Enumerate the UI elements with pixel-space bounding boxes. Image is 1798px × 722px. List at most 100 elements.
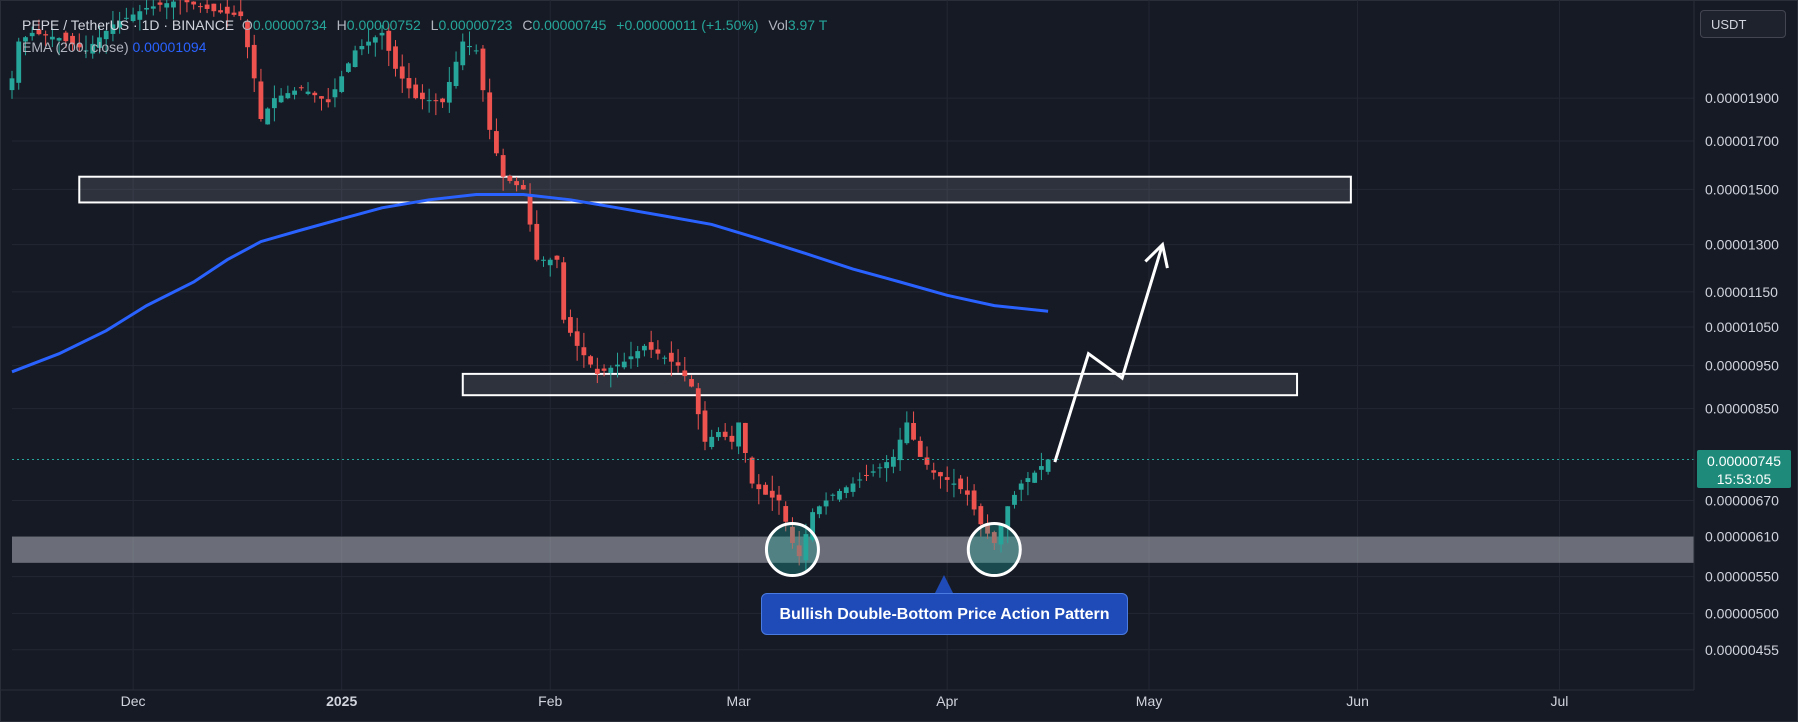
price-tick-label: 0.00000850 (1705, 401, 1779, 417)
candle-body (184, 0, 190, 3)
candle-body (231, 12, 237, 15)
candle-body (843, 487, 849, 493)
candle-body (379, 32, 385, 36)
candle-body (1045, 459, 1051, 472)
candle-body (325, 99, 331, 103)
candle-body (413, 84, 419, 99)
candle-body (1038, 466, 1044, 470)
candle-body (588, 356, 594, 365)
candle-body (372, 37, 378, 43)
zone-box (12, 536, 1694, 563)
currency-button[interactable]: USDT (1700, 10, 1786, 38)
last-price-tag: 0.00000745 15:53:05 (1697, 450, 1791, 488)
candle-body (1005, 506, 1011, 528)
annotation-pointer (935, 575, 953, 593)
candle-body (985, 523, 990, 534)
ema-value: 0.00001094 (132, 39, 207, 55)
candle-body (90, 43, 96, 54)
zone-boxes (12, 175, 1694, 563)
candle-body (144, 7, 149, 10)
price-tick-label: 0.00001700 (1705, 133, 1779, 149)
candle-body (130, 14, 136, 22)
candle-body (709, 436, 715, 447)
candle-body (857, 479, 863, 481)
candle-body (393, 46, 398, 69)
candle-body (9, 78, 15, 91)
candle-body (359, 46, 365, 50)
candle-body (366, 41, 371, 46)
candle-body (171, 1, 176, 8)
candle-body (446, 81, 452, 103)
candle-body (406, 78, 412, 89)
price-tick-label: 0.00001300 (1705, 237, 1779, 253)
candle-body (689, 379, 694, 387)
candle-body (534, 223, 540, 260)
candle-body (292, 90, 297, 95)
candle-body (150, 6, 156, 9)
candle-body (298, 87, 304, 89)
close-value: 0.00000745 (532, 17, 607, 33)
time-tick-label: Apr (936, 693, 958, 709)
candle-body (675, 362, 681, 366)
candle-body (971, 490, 977, 510)
candle-body (123, 17, 129, 19)
candle-body (527, 194, 533, 225)
ema-row[interactable]: EMA (200, close) 0.00001094 (22, 36, 833, 58)
candle-body (810, 512, 816, 540)
candle-body (197, 6, 203, 8)
price-axis: 0.00001900 0.00001700 0.00001500 0.00001300… (1705, 90, 1779, 658)
candle-body (790, 526, 795, 544)
candle-body (278, 95, 284, 103)
candle-body (238, 11, 244, 17)
symbol-label[interactable]: PEPE / TetherUS · 1D · BINANCE (22, 17, 235, 33)
close-label: C (522, 17, 533, 33)
volume-value: 3.97 T (787, 17, 828, 33)
candle-body (870, 471, 876, 473)
candle-body (736, 422, 742, 447)
candle-body (911, 423, 916, 440)
candle-body (191, 1, 197, 5)
candle-body (399, 66, 405, 79)
time-tick-label: Feb (538, 693, 562, 709)
time-tick-label: Jul (1550, 693, 1568, 709)
candle-body (897, 439, 903, 461)
high-label: H (336, 17, 347, 33)
candle-body (157, 2, 163, 5)
candle-body (346, 63, 351, 72)
price-tick-label: 0.00000950 (1705, 358, 1779, 374)
candle-body (63, 32, 69, 42)
candle-body (29, 32, 35, 37)
low-label: L (430, 17, 439, 33)
candle-body (386, 30, 392, 51)
open-label: O (241, 17, 253, 33)
candle-body (453, 61, 459, 87)
candle-body (951, 483, 957, 485)
candle-body (561, 262, 567, 320)
candle-body (467, 45, 472, 48)
projection-path (1053, 244, 1164, 463)
price-tick-label: 0.00000670 (1705, 492, 1779, 508)
candle-body (823, 500, 829, 507)
candle-body (76, 43, 82, 48)
candle-body (339, 76, 345, 92)
candle-body (433, 100, 439, 102)
candle-body (668, 352, 674, 362)
candle-body (884, 462, 890, 469)
candle-body (305, 91, 311, 94)
bottom-markers (764, 522, 1022, 578)
pattern-annotation[interactable]: Bullish Double-Bottom Price Action Patte… (761, 593, 1128, 635)
candle-body (554, 255, 560, 260)
candle-body (621, 361, 627, 368)
candle-body (16, 41, 22, 83)
volume-label: Vol (768, 17, 788, 33)
candle-body (420, 92, 425, 100)
candle-body (722, 431, 728, 437)
candle-body (103, 30, 109, 40)
candle-body (487, 92, 493, 130)
price-tick-label: 0.00001500 (1705, 181, 1779, 197)
candle-body (958, 478, 964, 490)
bar-countdown: 15:53:05 (1716, 471, 1772, 487)
candle-body (628, 356, 634, 360)
candle-body (783, 506, 789, 522)
